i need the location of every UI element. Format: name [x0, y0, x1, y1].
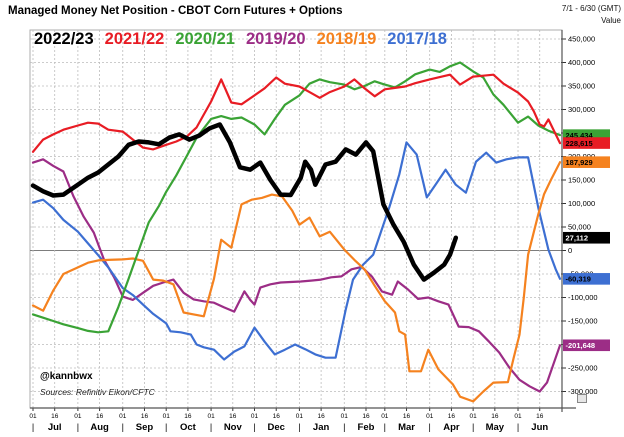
series-line-2022-23: [30, 122, 459, 282]
series-lines: [30, 61, 562, 403]
y-tick-label: 150,000: [568, 176, 595, 185]
value-axis-label: Value: [601, 16, 621, 25]
month-separator: |: [343, 422, 345, 432]
x-tick-label: 01: [207, 413, 215, 420]
legend-item-2018-19: 2018/19: [316, 30, 377, 48]
chart-scroll-button[interactable]: [577, 394, 587, 403]
x-tick-label: 01: [470, 413, 478, 420]
badge-label: -201,648: [566, 341, 596, 350]
x-tick-label: 16: [96, 413, 104, 420]
chart-legend: 2022/23 2021/22 2020/21 2019/20 2018/19 2017/…: [34, 30, 447, 49]
month-separator: |: [384, 422, 386, 432]
x-tick-label: 16: [403, 413, 411, 420]
x-tick-label: 01: [514, 413, 522, 420]
month-separator: |: [210, 422, 212, 432]
x-tick-label: 01: [251, 413, 259, 420]
x-tick-label: 01: [381, 413, 389, 420]
gridlines: [29, 29, 563, 409]
month-label-Jan: Jan: [313, 422, 330, 433]
y-tick-label: -250,000: [568, 364, 598, 373]
x-tick-label: 01: [29, 413, 37, 420]
x-tick-label: 16: [229, 413, 237, 420]
month-separator: |: [165, 422, 167, 432]
badge-label: 228,615: [566, 139, 593, 148]
date-range-label: 7/1 - 6/30 (GMT): [561, 4, 621, 13]
month-separator: |: [298, 422, 300, 432]
x-tick-label: 16: [448, 413, 456, 420]
x-tick-label: 01: [74, 413, 82, 420]
y-tick-label: 100,000: [568, 199, 595, 208]
badge-label: 187,929: [566, 158, 593, 167]
month-label-Oct: Oct: [180, 422, 197, 433]
legend-item-2022-23: 2022/23: [34, 30, 94, 48]
month-label-Nov: Nov: [224, 422, 243, 433]
value-badge-2018-19: 187,929: [563, 156, 610, 168]
x-tick-label: 01: [296, 413, 304, 420]
value-badge-2021-22: 228,615: [563, 137, 610, 149]
month-label-Sep: Sep: [136, 422, 154, 433]
y-tick-label: 400,000: [568, 58, 595, 67]
month-label-Apr: Apr: [443, 422, 460, 433]
series-line-2017-18: [31, 141, 562, 361]
y-tick-label: 50,000: [568, 223, 591, 232]
twitter-handle: @kannbwx: [40, 371, 93, 382]
x-tick-label: 16: [273, 413, 281, 420]
value-badge-2017-18: -60,319: [563, 273, 610, 285]
month-separator: |: [32, 422, 34, 432]
x-tick-label: 01: [341, 413, 349, 420]
x-tick-label: 01: [163, 413, 171, 420]
series-line-2019-20: [31, 158, 562, 393]
legend-item-2021-22: 2021/22: [104, 30, 165, 48]
x-tick-label: 16: [184, 413, 192, 420]
sources-note: Sources: Refinitiv Eikon/CFTC: [40, 387, 155, 397]
x-tick-label: 16: [362, 413, 370, 420]
month-label-Feb: Feb: [358, 422, 375, 433]
x-tick-label: 16: [51, 413, 59, 420]
y-tick-label: -300,000: [568, 387, 598, 396]
value-badge-2022-23: 27,112: [563, 231, 610, 244]
badge-label: -60,319: [566, 275, 591, 284]
legend-item-2017-18: 2017/18: [387, 30, 447, 48]
x-tick-label: 16: [536, 413, 544, 420]
x-tick-label: 01: [426, 413, 434, 420]
badge-label: 27,112: [566, 234, 589, 243]
legend-item-2019-20: 2019/20: [245, 30, 306, 48]
series-line-2020-21: [31, 61, 562, 334]
month-separator: |: [472, 422, 474, 432]
month-separator: |: [517, 422, 519, 432]
series-line-2021-22: [31, 73, 562, 153]
y-tick-label: 450,000: [568, 35, 595, 44]
month-separator: |: [77, 422, 79, 432]
month-label-Dec: Dec: [268, 422, 285, 433]
legend-item-2020-21: 2020/21: [175, 30, 235, 48]
axis-corner-labels: 7/1 - 6/30 (GMT) Value: [562, 4, 621, 25]
value-badge-2020-21: 245,434: [563, 129, 610, 141]
month-label-Jun: Jun: [531, 422, 548, 433]
month-separator: |: [429, 422, 431, 432]
y-tick-label: 0: [568, 246, 572, 255]
month-separator: |: [253, 422, 255, 432]
chart-title: Managed Money Net Position - CBOT Corn F…: [8, 5, 343, 17]
y-tick-label: 350,000: [568, 82, 595, 91]
x-tick-label: 16: [317, 413, 325, 420]
x-tick-label: 16: [491, 413, 499, 420]
month-label-May: May: [486, 422, 505, 433]
month-label-Mar: Mar: [398, 422, 415, 433]
y-tick-label: 300,000: [568, 105, 595, 114]
month-label-Aug: Aug: [90, 422, 109, 433]
value-badge-2019-20: -201,648: [563, 339, 610, 352]
x-tick-label: 16: [141, 413, 149, 420]
x-tick-label: 01: [119, 413, 127, 420]
badge-label: 245,434: [566, 131, 594, 140]
y-tick-label: -100,000: [568, 293, 598, 302]
month-separator: |: [122, 422, 124, 432]
month-label-Jul: Jul: [48, 422, 62, 433]
y-tick-label: -150,000: [568, 317, 598, 326]
